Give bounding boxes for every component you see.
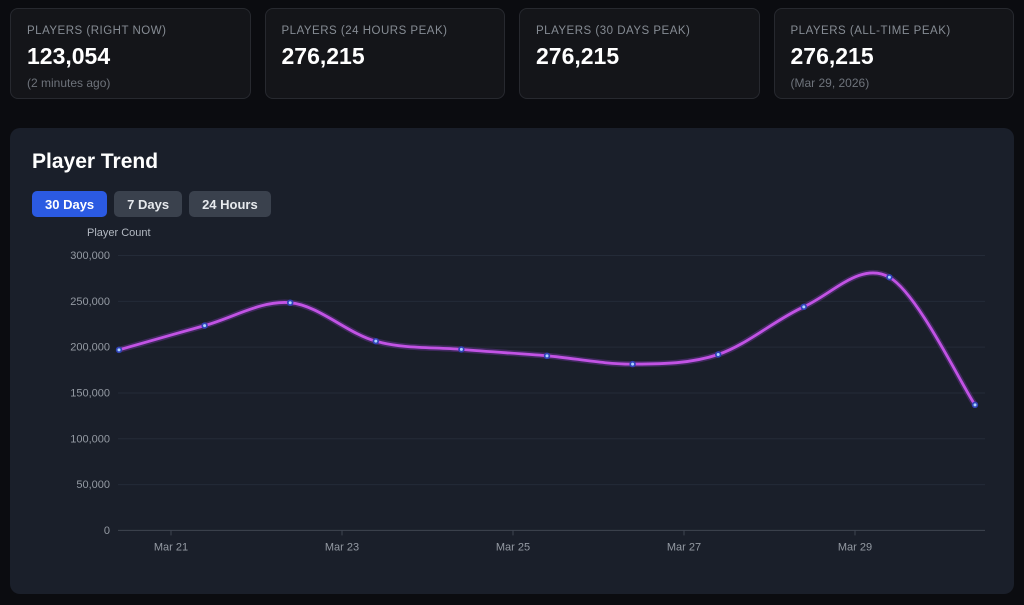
stat-label: PLAYERS (ALL-TIME PEAK) <box>790 25 951 37</box>
data-point-marker-center <box>374 339 378 343</box>
y-tick-label: 200,000 <box>70 342 110 354</box>
x-tick-label: Mar 29 <box>838 541 872 553</box>
data-point-marker-center <box>203 324 207 328</box>
y-tick-label: 0 <box>104 525 110 537</box>
stat-label: PLAYERS (30 DAYS PEAK) <box>536 25 691 37</box>
data-point-marker-center <box>288 301 292 305</box>
stat-card-players-now: PLAYERS (RIGHT NOW) 123,054 (2 minutes a… <box>10 8 251 99</box>
stat-card-alltime-peak: PLAYERS (ALL-TIME PEAK) 276,215 (Mar 29,… <box>773 8 1014 99</box>
tab-30-days[interactable]: 30 Days <box>32 191 108 217</box>
data-point-marker-center <box>117 348 121 352</box>
y-tick-label: 100,000 <box>70 433 110 445</box>
y-tick-label: 150,000 <box>70 387 110 399</box>
series-line <box>117 271 977 407</box>
data-point-marker-center <box>459 347 463 351</box>
stat-value: 123,054 <box>27 43 111 69</box>
series-line-glow <box>116 269 978 408</box>
stat-value: 276,215 <box>536 43 620 69</box>
stat-card-24h-peak: PLAYERS (24 HOURS PEAK) 276,215 <box>264 8 505 99</box>
tab-24-hours[interactable]: 24 Hours <box>189 191 271 217</box>
data-point-marker-center <box>887 275 891 279</box>
y-tick-label: 50,000 <box>76 479 110 491</box>
stat-label: PLAYERS (24 HOURS PEAK) <box>281 25 448 37</box>
stat-label: PLAYERS (RIGHT NOW) <box>27 25 167 37</box>
stats-card-row: PLAYERS (RIGHT NOW) 123,054 (2 minutes a… <box>10 8 1014 99</box>
player-trend-svg: 0 50,000 100,000 150,000 200,000 250,000 300,0… <box>70 250 985 553</box>
data-point-marker-center <box>716 352 720 356</box>
stat-card-30d-peak: PLAYERS (30 DAYS PEAK) 276,215 <box>519 8 760 99</box>
player-trend-chart: 0 50,000 100,000 150,000 200,000 250,000 300,0… <box>10 243 1014 573</box>
data-point-marker-center <box>802 305 806 309</box>
range-tab-group: 30 Days 7 Days 24 Hours <box>32 191 271 217</box>
y-axis-title: Player Count <box>87 227 151 239</box>
y-tick-label: 300,000 <box>70 250 110 262</box>
stat-value: 276,215 <box>790 43 874 69</box>
y-tick-label: 250,000 <box>70 296 110 308</box>
x-tick-label: Mar 21 <box>154 541 188 553</box>
player-trend-panel: Player Trend 30 Days 7 Days 24 Hours Pla… <box>10 128 1014 594</box>
data-point-marker-center <box>631 362 635 366</box>
stat-value: 276,215 <box>281 43 365 69</box>
x-tick-label: Mar 23 <box>325 541 359 553</box>
x-tick-label: Mar 27 <box>667 541 701 553</box>
tab-7-days[interactable]: 7 Days <box>114 191 183 217</box>
data-point-marker-center <box>545 354 549 358</box>
data-point-marker-center <box>973 403 977 407</box>
stat-note: (2 minutes ago) <box>27 76 111 90</box>
stat-note: (Mar 29, 2026) <box>790 76 870 90</box>
stat-note <box>536 76 743 90</box>
stat-note <box>282 76 489 90</box>
x-tick-label: Mar 25 <box>496 541 530 553</box>
panel-title: Player Trend <box>32 150 159 173</box>
